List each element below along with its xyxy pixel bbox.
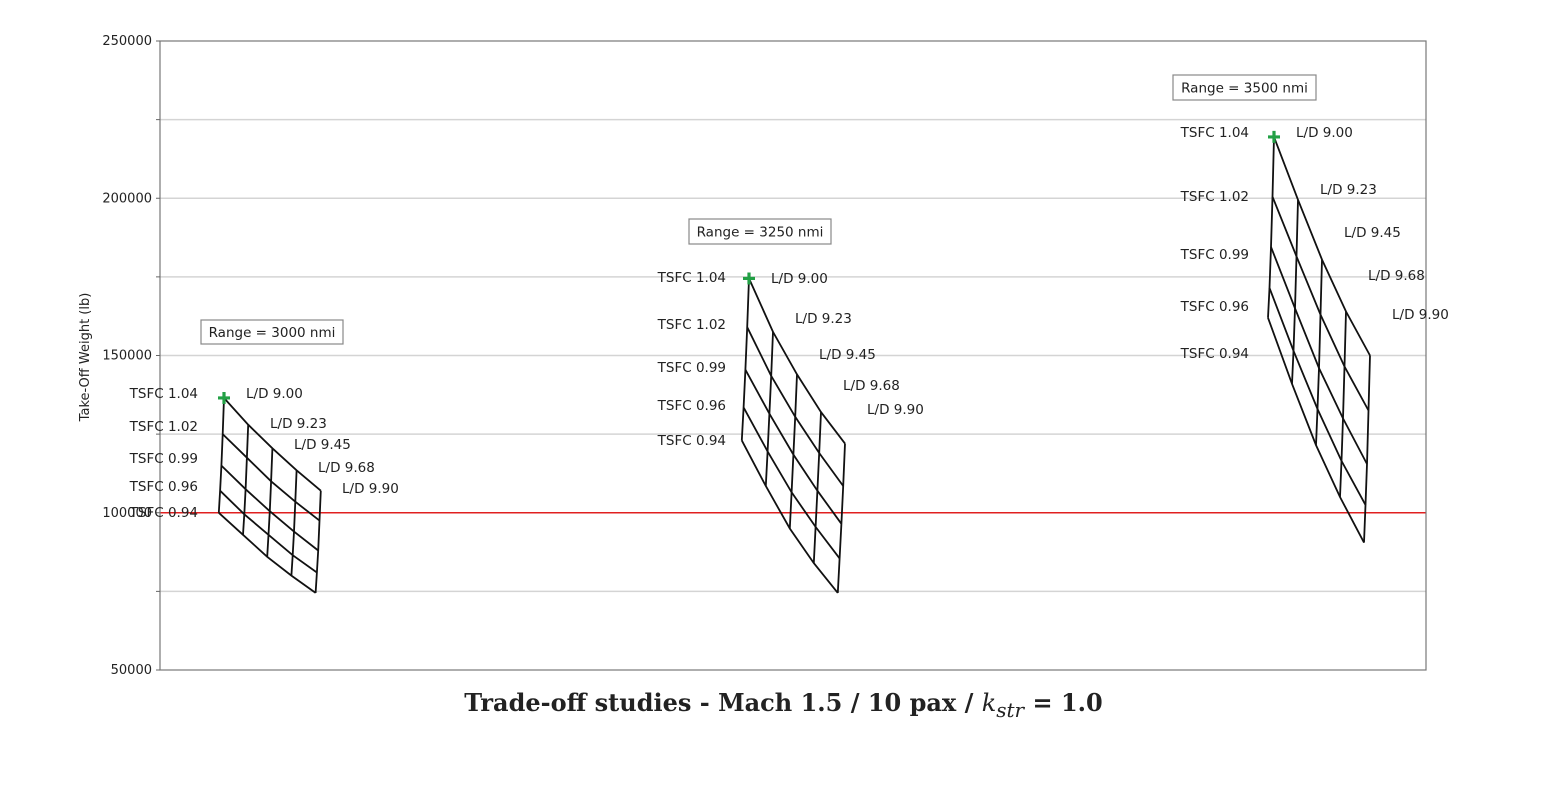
tsfc-label: TSFC 1.04 (1180, 125, 1249, 141)
ld-line (788, 374, 798, 529)
baseline-marker (743, 272, 755, 285)
ld-line (314, 490, 322, 593)
tsfc-label: TSFC 0.96 (657, 398, 726, 414)
ld-line (836, 443, 846, 593)
chart-title-suffix: = 1.0 (1024, 688, 1103, 717)
ld-line (1291, 199, 1299, 384)
axis-layer: 50000 100000 150000 200000 250000 (102, 34, 1427, 678)
ld-line (266, 448, 274, 557)
tsfc-label: TSFC 0.99 (129, 451, 198, 467)
ld-line (812, 412, 822, 564)
chart-title-math: kstr (981, 689, 1024, 722)
baseline-marker (1268, 130, 1280, 143)
tsfc-label: TSFC 0.94 (129, 505, 198, 521)
tsfc-label: TSFC 0.94 (1180, 346, 1249, 362)
ld-label: L/D 9.68 (843, 378, 900, 394)
ld-line (1339, 311, 1347, 498)
ld-line (764, 331, 774, 487)
ld-label: L/D 9.00 (771, 271, 828, 287)
ld-label: L/D 9.90 (867, 402, 924, 418)
range-label: Range = 3500 nmi (1181, 81, 1308, 97)
y-tick-label: 150000 (102, 349, 152, 364)
range-box (200, 319, 344, 345)
chart-title-math-symbol: k (981, 689, 997, 717)
carpet-2: TSFC 1.04 TSFC 1.02 TSFC 0.99 TSFC 0.96 TSFC… (657, 218, 924, 594)
ld-label: L/D 9.00 (1296, 125, 1353, 141)
chart-title-text: Trade-off studies - Mach 1.5 / 10 pax / (464, 688, 982, 717)
ld-label: L/D 9.23 (795, 311, 852, 327)
tsfc-label: TSFC 0.99 (1180, 247, 1249, 263)
chart-title-math-subscript: str (996, 697, 1025, 722)
y-tick-label: 100000 (102, 506, 152, 521)
y-tick-label: 250000 (102, 34, 152, 49)
ld-line (1315, 259, 1323, 446)
ld-label: L/D 9.00 (246, 386, 303, 402)
ld-line (290, 470, 298, 576)
ld-label: L/D 9.90 (1392, 307, 1449, 323)
range-label: Range = 3250 nmi (697, 225, 824, 241)
chart-title: Trade-off studies - Mach 1.5 / 10 pax / … (0, 688, 1567, 722)
y-axis-label: Take-Off Weight (lb) (78, 293, 93, 423)
ld-line (217, 397, 225, 513)
carpet-3: TSFC 1.04 TSFC 1.02 TSFC 0.99 TSFC 0.96 TSFC… (1172, 74, 1449, 544)
tsfc-line (1273, 136, 1371, 356)
tsfc-label: TSFC 0.94 (657, 433, 726, 449)
carpet-layer: TSFC 1.04 TSFC 1.02 TSFC 0.99 TSFC 0.96 TSFC… (129, 74, 1449, 594)
baseline-marker (218, 391, 230, 404)
range-label: Range = 3000 nmi (209, 325, 336, 341)
ld-line (1267, 136, 1275, 318)
tsfc-label: TSFC 1.04 (129, 386, 198, 402)
range-box (1172, 74, 1317, 101)
tsfc-label: TSFC 1.04 (657, 270, 726, 286)
grid-layer (160, 118, 1426, 593)
ld-label: L/D 9.23 (270, 416, 327, 432)
tsfc-label: TSFC 1.02 (129, 419, 198, 435)
ld-label: L/D 9.68 (1368, 268, 1425, 284)
ld-line (1363, 355, 1371, 543)
y-tick-label: 50000 (111, 663, 152, 678)
tsfc-label: TSFC 1.02 (657, 317, 726, 333)
ld-label: L/D 9.23 (1320, 182, 1377, 198)
ld-line (242, 424, 250, 535)
tsfc-label: TSFC 0.99 (657, 360, 726, 376)
range-box (688, 218, 832, 245)
y-tick-label: 200000 (102, 191, 152, 206)
ld-label: L/D 9.68 (318, 460, 375, 476)
ld-line (740, 278, 750, 441)
tsfc-label: TSFC 0.96 (129, 479, 198, 495)
carpet-1: TSFC 1.04 TSFC 1.02 TSFC 0.99 TSFC 0.96 TSFC… (129, 319, 399, 594)
ld-label: L/D 9.45 (819, 347, 876, 363)
ld-label: L/D 9.45 (1344, 225, 1401, 241)
ld-label: L/D 9.90 (342, 481, 399, 497)
tsfc-label: TSFC 1.02 (1180, 189, 1249, 205)
ld-label: L/D 9.45 (294, 437, 351, 453)
tsfc-label: TSFC 0.96 (1180, 299, 1249, 315)
